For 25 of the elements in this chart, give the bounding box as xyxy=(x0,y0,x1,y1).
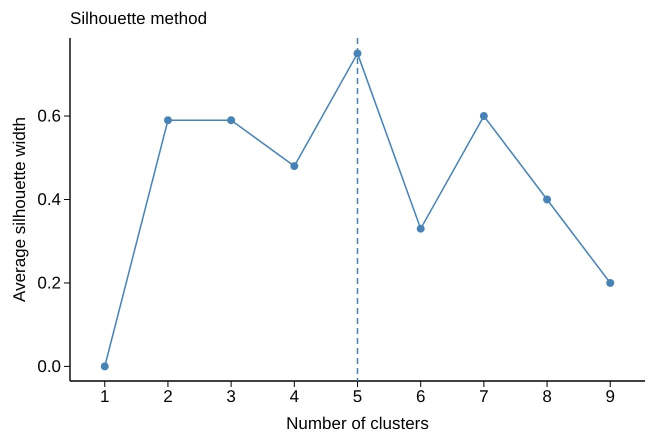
y-tick-label: 0.6 xyxy=(37,106,61,126)
x-tick-label: 7 xyxy=(479,387,489,406)
x-tick-label: 4 xyxy=(290,387,300,406)
point xyxy=(606,278,614,287)
y-axis-title: Average silhouette width xyxy=(10,117,29,302)
point xyxy=(164,116,172,124)
y-tick-label: 0.2 xyxy=(37,273,61,292)
x-tick-label: 2 xyxy=(163,387,173,406)
x-tick-label: 1 xyxy=(100,387,110,406)
point xyxy=(416,224,425,233)
y-tick-label: 0.0 xyxy=(37,356,61,376)
x-tick-label: 9 xyxy=(606,387,615,406)
x-axis-title: Number of clusters xyxy=(286,414,429,433)
point xyxy=(227,116,236,124)
point xyxy=(290,162,298,170)
x-tick-label: 3 xyxy=(226,387,236,406)
point xyxy=(100,362,109,370)
point xyxy=(354,49,362,58)
x-tick-label: 8 xyxy=(542,387,552,406)
y-tick-label: 0.4 xyxy=(37,190,61,209)
x-tick-label: 5 xyxy=(352,387,362,406)
chart-title: Silhouette method xyxy=(70,9,208,28)
point xyxy=(543,196,552,204)
x-tick-label: 6 xyxy=(416,387,426,406)
point xyxy=(480,112,488,120)
